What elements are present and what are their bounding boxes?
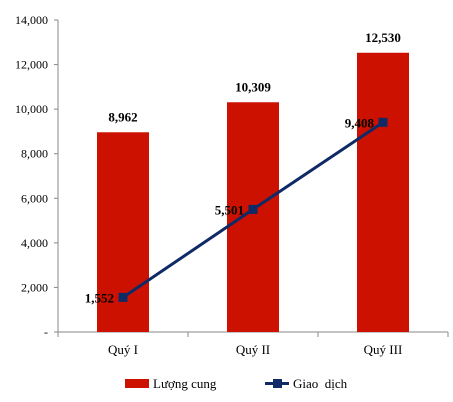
bar-2	[227, 102, 279, 333]
line-marker-3	[378, 117, 388, 127]
x-tick-label: Quý II	[236, 342, 270, 357]
bar-data-label: 10,309	[235, 79, 271, 94]
bar-data-label: 8,962	[108, 109, 137, 124]
y-tick-label: 2,000	[21, 280, 48, 294]
legend-label-luong-cung: Lượng cung	[153, 376, 217, 391]
legend-marker-giao-dich	[273, 379, 282, 388]
y-tick-label: 4,000	[21, 236, 48, 250]
line-data-label: 1,552	[85, 290, 114, 305]
legend-swatch-luong-cung	[125, 379, 149, 388]
y-tick-label: -	[44, 325, 48, 339]
y-tick-label: 12,000	[15, 58, 48, 72]
y-tick-label: 10,000	[15, 102, 48, 116]
legend-label-giao-dich: Giao dịch	[293, 376, 348, 391]
y-tick-label: 14,000	[15, 13, 48, 27]
y-tick-label: 8,000	[21, 147, 48, 161]
line-marker-1	[118, 292, 128, 302]
bar-3	[357, 52, 409, 332]
bar-data-label: 12,530	[365, 30, 401, 45]
y-tick-label: 6,000	[21, 191, 48, 205]
x-tick-label: Quý III	[364, 342, 403, 357]
line-data-label: 9,408	[345, 115, 375, 130]
line-data-label: 5,501	[215, 202, 244, 217]
x-tick-label: Quý I	[108, 342, 138, 357]
line-marker-2	[248, 204, 258, 214]
